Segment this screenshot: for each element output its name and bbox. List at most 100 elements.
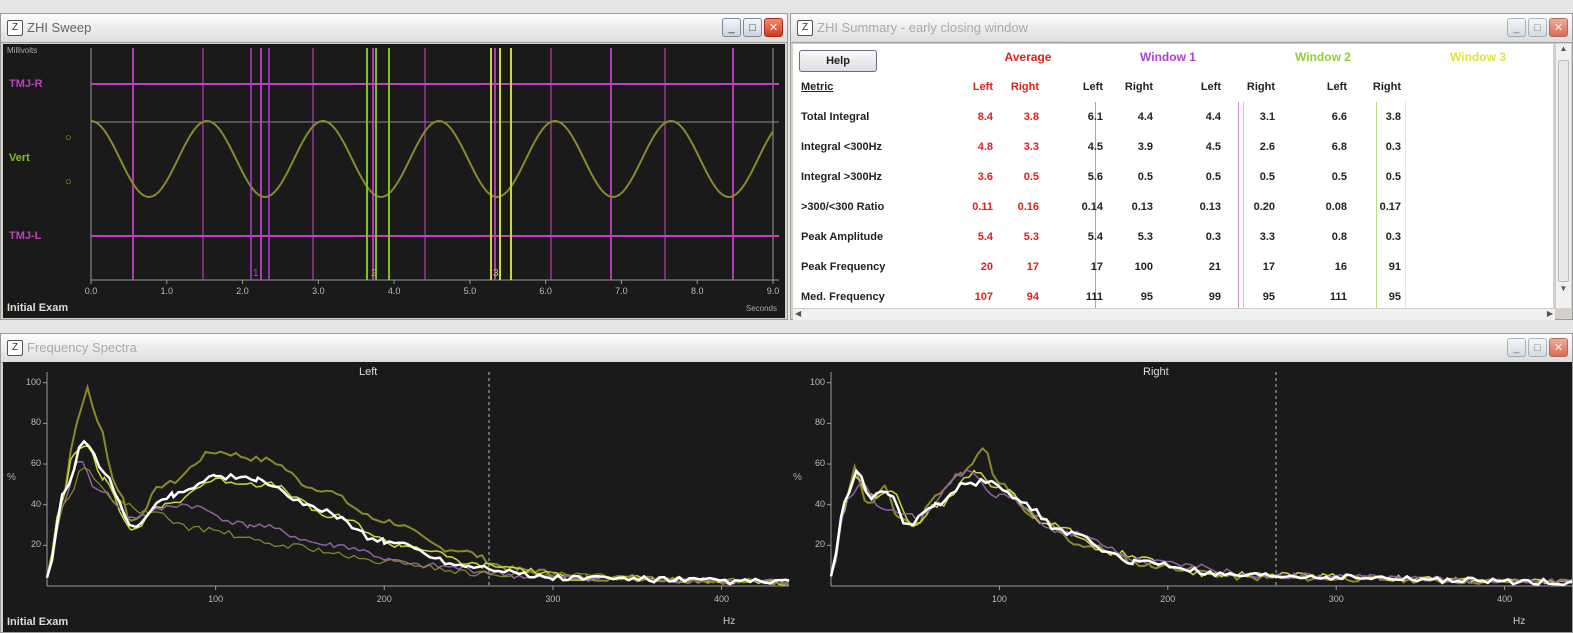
sweep-titlebar[interactable]: Z ZHI Sweep _ □ ✕	[1, 14, 787, 43]
spike-markers	[132, 48, 734, 280]
group-header-window-2: Window 2	[1295, 50, 1351, 64]
spectra-tick-label: 40	[814, 498, 825, 509]
sweep-x-tick: 7.0	[615, 286, 628, 296]
col-w2-right: Right	[1246, 81, 1275, 93]
col-avg-right: Right	[1010, 81, 1039, 93]
close-icon[interactable]: ✕	[1549, 18, 1568, 37]
minimize-icon[interactable]: _	[722, 18, 741, 37]
window-2-box	[1243, 102, 1377, 308]
summary-hscrollbar[interactable]: ◀ ▶	[793, 308, 1555, 320]
value-cell: 4.5	[1205, 141, 1221, 153]
maximize-icon[interactable]: □	[1528, 18, 1547, 37]
value-cell: 94	[1026, 291, 1039, 303]
value-cell: 0.20	[1253, 201, 1275, 213]
summary-table: Metric Left Right Left Right Left Right …	[797, 72, 1405, 308]
spectra-plot-area: Left Right % % 100 80 60 40 20 100 80 60 40 20 100…	[3, 362, 1572, 632]
close-icon[interactable]: ✕	[764, 18, 783, 37]
left-spectrum-line	[46, 467, 790, 585]
window-marker-2[interactable]	[366, 48, 390, 280]
app-icon: Z	[797, 20, 813, 36]
vert-circle-top: ○	[65, 132, 72, 144]
spectra-window: Z Frequency Spectra _ □ ✕ Left Right % %…	[0, 333, 1573, 633]
summary-row: Integral >300Hz 3.6 0.5 5.6 0.5 0.5 0.5 0.5 0.5	[797, 162, 1405, 192]
summary-row: Peak Amplitude 5.4 5.3 5.4 5.3 0.3 3.3 0.8 0.3	[797, 222, 1405, 252]
millivolts-label: Millivolts	[7, 46, 38, 55]
group-header-window-1: Window 1	[1140, 50, 1196, 64]
value-cell: 3.6	[977, 171, 993, 183]
sweep-x-tick: 0.0	[84, 286, 98, 296]
value-cell: 0.16	[1017, 201, 1039, 213]
maximize-icon[interactable]: □	[743, 18, 762, 37]
minimize-icon[interactable]: _	[1507, 18, 1526, 37]
row-label: Total Integral	[801, 111, 870, 123]
value-cell: 99	[1208, 291, 1221, 303]
col-w3-right: Right	[1372, 81, 1401, 93]
row-label: Integral <300Hz	[801, 141, 883, 153]
sweep-x-tick: 9.0	[766, 286, 780, 296]
scroll-up-icon[interactable]: ▲	[1559, 44, 1568, 53]
value-cell: 3.8	[1023, 111, 1039, 123]
maximize-icon[interactable]: □	[1528, 338, 1547, 357]
window-3-box	[1405, 102, 1546, 308]
value-cell: 0.5	[1137, 171, 1153, 183]
value-cell: 91	[1388, 261, 1401, 273]
value-cell: 111	[1329, 291, 1347, 303]
value-cell: 0.5	[1385, 171, 1401, 183]
scroll-left-icon[interactable]: ◀	[795, 309, 802, 318]
spectra-tick-label: 20	[814, 539, 825, 550]
value-cell: 6.8	[1331, 141, 1347, 153]
scroll-right-icon[interactable]: ▶	[1546, 309, 1553, 318]
sweep-title: ZHI Sweep	[27, 20, 92, 35]
value-cell: 5.3	[1137, 231, 1153, 243]
value-cell: 16	[1334, 261, 1347, 273]
value-cell: 0.5	[1259, 171, 1275, 183]
scroll-thumb[interactable]	[1558, 60, 1569, 282]
value-cell: 3.3	[1023, 141, 1039, 153]
left-x-unit: Hz	[723, 616, 736, 627]
value-cell: 0.14	[1081, 201, 1103, 213]
spectra-tick-label: 100	[991, 594, 1007, 604]
value-cell: 5.4	[1087, 231, 1103, 243]
window-marker-1[interactable]	[250, 48, 270, 280]
group-header-average: Average	[1004, 50, 1052, 64]
value-cell: 3.1	[1259, 111, 1275, 123]
window-1-box	[1095, 102, 1239, 308]
value-cell: 0.3	[1385, 141, 1401, 153]
row-label: Peak Amplitude	[801, 231, 884, 243]
value-cell: 0.13	[1199, 201, 1221, 213]
value-cell: 5.6	[1087, 171, 1103, 183]
value-cell: 0.08	[1325, 201, 1347, 213]
value-cell: 2.6	[1259, 141, 1275, 153]
value-cell: 20	[980, 261, 993, 273]
value-cell: 17	[1090, 261, 1103, 273]
row-label: >300/<300 Ratio	[801, 201, 885, 213]
value-cell: 17	[1262, 261, 1275, 273]
vert-trace	[90, 119, 774, 199]
right-x-unit: Hz	[1513, 616, 1526, 627]
summary-titlebar[interactable]: Z ZHI Summary - early closing window _ □…	[791, 14, 1572, 43]
summary-row: Peak Frequency 20 17 17 100 21 17 16 91	[797, 252, 1405, 282]
value-cell: 0.3	[1385, 231, 1401, 243]
summary-row: Integral <300Hz 4.8 3.3 4.5 3.9 4.5 2.6 6.8 0.3	[797, 132, 1405, 162]
minimize-icon[interactable]: _	[1507, 338, 1526, 357]
sweep-bottom-left: Initial Exam	[7, 302, 69, 314]
window-marker-3[interactable]	[490, 48, 512, 280]
col-w1-right: Right	[1124, 81, 1153, 93]
right-spectrum-traces	[829, 446, 1572, 587]
row-label-vert: Vert	[9, 152, 30, 164]
spectra-bottom-left: Initial Exam	[7, 616, 69, 628]
value-cell: 95	[1388, 291, 1401, 303]
summary-vscrollbar[interactable]: ▲ ▼	[1555, 44, 1571, 308]
row-label: Med. Frequency	[801, 291, 885, 303]
spectra-title: Frequency Spectra	[27, 340, 137, 355]
help-button[interactable]: Help	[799, 50, 877, 72]
close-icon[interactable]: ✕	[1549, 338, 1568, 357]
spectra-tick-label: 100	[208, 594, 224, 604]
value-cell: 0.11	[972, 201, 993, 213]
spectra-titlebar[interactable]: Z Frequency Spectra _ □ ✕	[1, 334, 1572, 363]
sweep-x-tick: 4.0	[387, 286, 401, 296]
value-cell: 17	[1026, 261, 1039, 273]
group-header-window-3: Window 3	[1450, 50, 1506, 64]
value-cell: 4.4	[1205, 111, 1221, 123]
scroll-down-icon[interactable]: ▼	[1559, 284, 1568, 293]
